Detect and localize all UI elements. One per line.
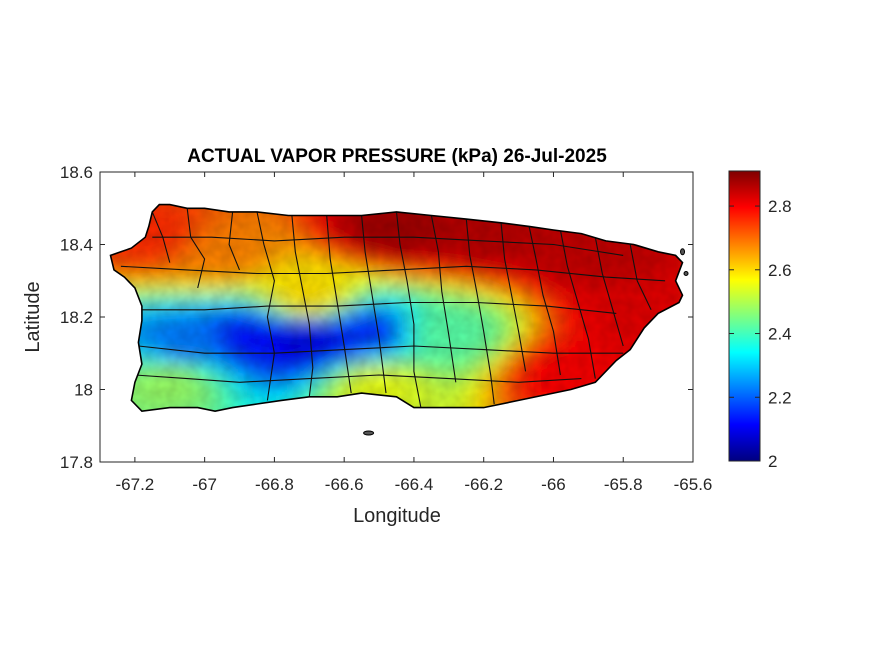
municipality-boundary bbox=[141, 301, 617, 314]
municipality-boundary bbox=[629, 244, 652, 311]
x-tick-label: -67.2 bbox=[116, 475, 155, 494]
y-axis-ticks: 18.6 18.4 18.2 18 17.8 bbox=[60, 163, 693, 472]
vapor-pressure-field bbox=[110, 204, 683, 412]
y-tick-label: 18.6 bbox=[60, 163, 93, 182]
colorbar-gradient bbox=[728, 170, 761, 462]
municipality-boundary bbox=[559, 229, 596, 379]
y-tick-label: 18.2 bbox=[60, 308, 93, 327]
colorbar-tick-label: 2.4 bbox=[768, 325, 792, 344]
islet bbox=[680, 248, 686, 256]
island-outline bbox=[109, 203, 684, 413]
municipality-boundary bbox=[594, 237, 624, 347]
colorbar: 2 2.2 2.4 2.6 2.8 bbox=[728, 170, 792, 471]
chart-title: ACTUAL VAPOR PRESSURE (kPa) 26-Jul-2025 bbox=[187, 146, 607, 167]
colorbar-tick-label: 2.2 bbox=[768, 388, 792, 407]
offshore-islands bbox=[363, 248, 689, 436]
municipality-boundary bbox=[120, 265, 666, 282]
colorbar-tick-label: 2 bbox=[768, 452, 777, 471]
x-tick-label: -66 bbox=[541, 475, 566, 494]
municipality-boundary bbox=[186, 208, 206, 289]
municipality-boundary bbox=[152, 236, 624, 256]
islet bbox=[363, 430, 375, 436]
x-tick-label: -66.6 bbox=[325, 475, 364, 494]
x-axis-label: Longitude bbox=[353, 505, 441, 527]
colorbar-ticks: 2 2.2 2.4 2.6 2.8 bbox=[729, 197, 792, 471]
x-tick-label: -66.8 bbox=[255, 475, 294, 494]
municipality-boundary bbox=[528, 226, 561, 376]
y-tick-label: 17.8 bbox=[60, 453, 93, 472]
islet bbox=[683, 271, 689, 276]
colorbar-tick-label: 2.8 bbox=[768, 197, 792, 216]
municipality-boundary bbox=[361, 215, 387, 394]
x-tick-label: -65.8 bbox=[604, 475, 643, 494]
municipality-boundary bbox=[430, 215, 457, 383]
y-tick-label: 18 bbox=[74, 381, 93, 400]
x-axis-ticks: -67.2 -67 -66.8 -66.6 -66.4 -66.2 -66 -65.8 -65.… bbox=[116, 172, 713, 494]
municipality-boundary bbox=[134, 374, 582, 383]
field-texture bbox=[110, 204, 683, 412]
map-plot-area bbox=[99, 171, 694, 463]
x-tick-label: -66.4 bbox=[395, 475, 434, 494]
x-tick-label: -67 bbox=[192, 475, 217, 494]
municipality-boundary bbox=[228, 211, 241, 271]
municipality-boundary bbox=[500, 222, 527, 372]
municipality-boundary bbox=[138, 345, 624, 354]
municipality-boundary bbox=[465, 219, 495, 405]
municipality-boundary bbox=[326, 215, 352, 394]
x-tick-label: -66.2 bbox=[464, 475, 503, 494]
y-tick-label: 18.4 bbox=[60, 236, 93, 255]
colorbar-tick-label: 2.6 bbox=[768, 261, 792, 280]
municipality-boundaries bbox=[120, 208, 666, 408]
x-tick-label: -65.6 bbox=[674, 475, 713, 494]
y-axis-label: Latitude bbox=[22, 281, 44, 352]
municipality-boundary bbox=[256, 211, 275, 401]
